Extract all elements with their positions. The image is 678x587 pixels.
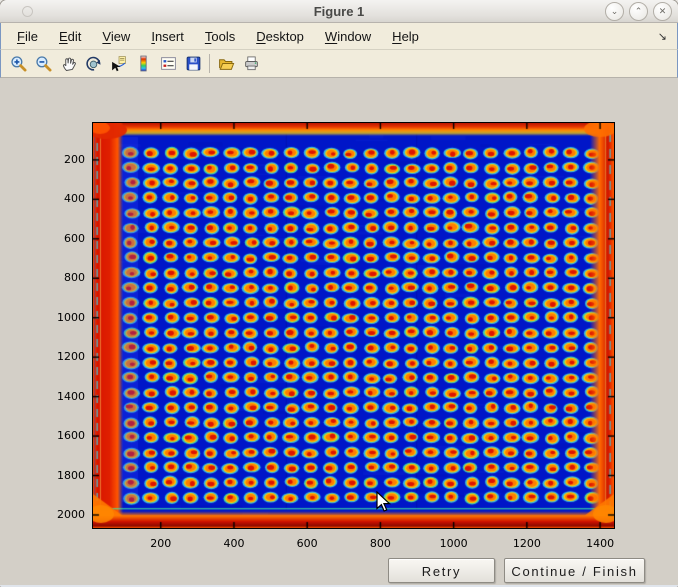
- open-icon[interactable]: [214, 52, 239, 75]
- menu-file[interactable]: File: [17, 28, 38, 44]
- rotate-3d-icon[interactable]: [81, 52, 106, 75]
- y-tick-label: 800: [64, 271, 85, 285]
- toolbar: [0, 50, 678, 78]
- x-tick-label: 1000: [439, 537, 468, 550]
- pan-icon[interactable]: [56, 52, 81, 75]
- retry-button[interactable]: Retry: [388, 558, 495, 583]
- x-tick-label: 800: [369, 537, 391, 550]
- menu-help[interactable]: Help: [392, 28, 419, 44]
- zoom-in-icon[interactable]: [6, 52, 31, 75]
- y-tick-label: 1200: [57, 350, 85, 364]
- y-tick-label: 400: [64, 192, 85, 206]
- y-tick-label: 200: [64, 152, 85, 166]
- toolbar-separator: [209, 54, 210, 73]
- print-icon[interactable]: [239, 52, 264, 75]
- menu-insert[interactable]: Insert: [151, 28, 184, 44]
- menu-window[interactable]: Window: [324, 28, 372, 44]
- y-tick-label: 2000: [57, 507, 85, 521]
- menu-view[interactable]: View: [102, 28, 131, 44]
- window-bottom-border: [0, 585, 678, 587]
- data-cursor-icon[interactable]: [106, 52, 131, 75]
- menu-edit[interactable]: Edit: [58, 28, 82, 44]
- x-tick-label: 200: [150, 537, 172, 550]
- menu-overflow-icon[interactable]: ↘: [657, 30, 667, 43]
- zoom-out-icon[interactable]: [31, 52, 56, 75]
- title-bar[interactable]: Figure 1 ⌄ ⌃ ✕: [0, 0, 678, 23]
- x-tick-label: 1400: [586, 537, 615, 550]
- y-tick-label: 600: [64, 231, 85, 245]
- x-tick-label: 1200: [512, 537, 541, 550]
- maximize-button[interactable]: ⌃: [629, 2, 648, 21]
- close-button[interactable]: ✕: [653, 2, 672, 21]
- colorbar-icon[interactable]: [131, 52, 156, 75]
- menu-desktop[interactable]: Desktop: [256, 28, 304, 44]
- menu-bar: File Edit View Insert Tools Desktop Window Help…: [0, 23, 678, 50]
- plot-axes: [92, 122, 615, 529]
- window-title: Figure 1: [313, 3, 365, 19]
- window-controls: ⌄ ⌃ ✕: [605, 2, 672, 21]
- shade-button[interactable]: ⌄: [605, 2, 624, 21]
- menu-tools[interactable]: Tools: [204, 28, 236, 44]
- figure-canvas-area: 200 400 600 800 1000 1200 1400 200 400 600 800 100…: [0, 78, 678, 587]
- x-tick-label: 600: [296, 537, 318, 550]
- y-tick-label: 1600: [57, 429, 85, 443]
- legend-icon[interactable]: [156, 52, 181, 75]
- y-tick-label: 1800: [57, 468, 85, 482]
- x-tick-label: 400: [223, 537, 245, 550]
- window-icon: [22, 6, 33, 17]
- plate-image[interactable]: [93, 123, 614, 528]
- save-icon[interactable]: [181, 52, 206, 75]
- continue-finish-button[interactable]: Continue / Finish: [504, 558, 645, 583]
- y-tick-label: 1000: [57, 310, 85, 324]
- y-tick-label: 1400: [57, 389, 85, 403]
